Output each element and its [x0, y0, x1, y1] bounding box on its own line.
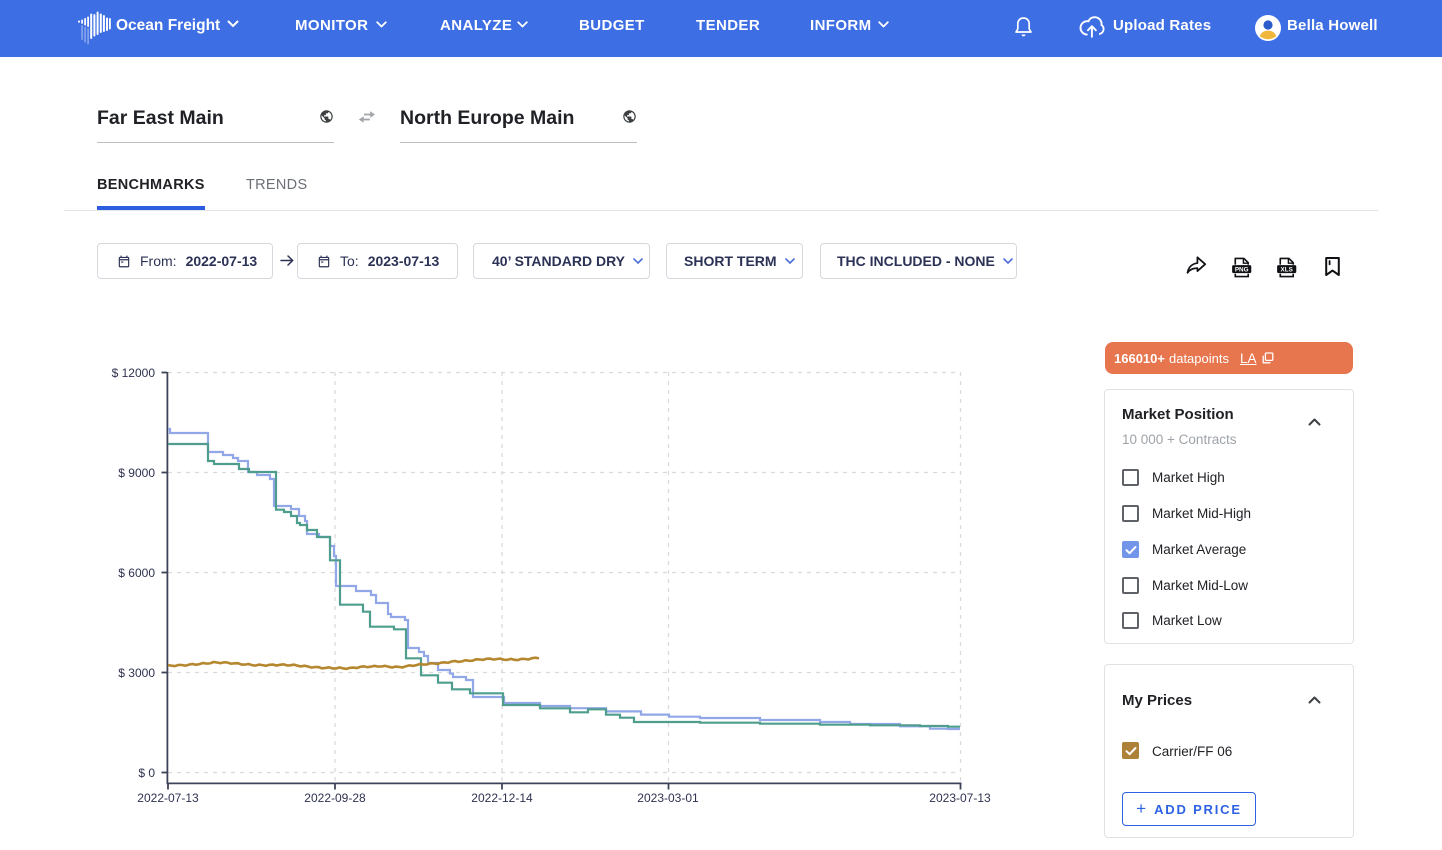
svg-text:$ 3000: $ 3000 — [118, 666, 155, 680]
svg-text:2023-03-01: 2023-03-01 — [637, 791, 699, 805]
svg-text:2022-12-14: 2022-12-14 — [471, 791, 533, 805]
svg-text:XLS: XLS — [1281, 267, 1293, 274]
svg-text:2023-07-13: 2023-07-13 — [929, 791, 991, 805]
svg-text:$ 12000: $ 12000 — [112, 366, 156, 380]
svg-text:2022-09-28: 2022-09-28 — [304, 791, 366, 805]
svg-text:2022-07-13: 2022-07-13 — [137, 791, 199, 805]
svg-text:$ 6000: $ 6000 — [118, 566, 155, 580]
svg-text:PNG: PNG — [1235, 267, 1249, 274]
svg-text:$ 9000: $ 9000 — [118, 466, 155, 480]
svg-text:$ 0: $ 0 — [138, 766, 155, 780]
